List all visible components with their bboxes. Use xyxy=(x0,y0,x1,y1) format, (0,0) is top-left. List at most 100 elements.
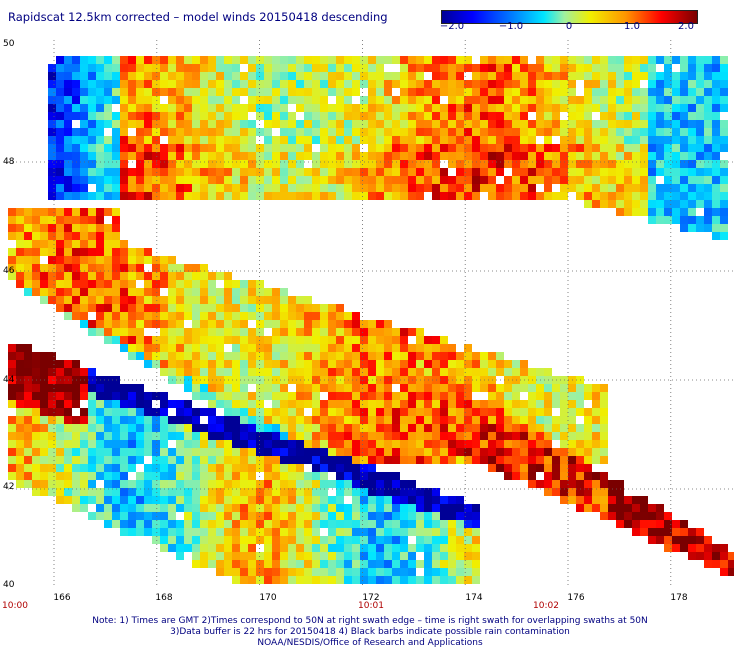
swath-cell xyxy=(424,336,432,344)
swath-cell xyxy=(280,88,288,96)
swath-cell xyxy=(136,448,144,456)
swath-cell xyxy=(632,88,640,96)
swath-cell xyxy=(344,568,352,576)
swath-cell xyxy=(552,56,560,64)
swath-cell xyxy=(400,480,408,488)
swath-cell xyxy=(144,320,152,328)
swath-cell xyxy=(360,368,368,376)
swath-cell xyxy=(352,432,360,440)
swath-cell xyxy=(40,456,48,464)
swath-cell xyxy=(520,384,528,392)
swath-cell xyxy=(376,104,384,112)
swath-cell xyxy=(64,88,72,96)
swath-cell xyxy=(152,336,160,344)
swath-cell xyxy=(472,368,480,376)
swath-cell xyxy=(192,352,200,360)
swath-cell xyxy=(392,488,400,496)
swath-cell xyxy=(248,424,256,432)
swath-cell xyxy=(464,88,472,96)
swath-cell xyxy=(424,360,432,368)
swath-cell xyxy=(416,104,424,112)
swath-cell xyxy=(304,304,312,312)
swath-cell xyxy=(72,288,80,296)
swath-cell xyxy=(72,384,80,392)
swath-cell xyxy=(80,296,88,304)
swath-cell xyxy=(80,256,88,264)
swath-cell xyxy=(8,464,16,472)
swath-cell xyxy=(40,464,48,472)
swath-cell xyxy=(568,472,576,480)
swath-cell xyxy=(432,552,440,560)
swath-cell xyxy=(624,168,632,176)
swath-cell xyxy=(456,112,464,120)
swath-cell xyxy=(288,328,296,336)
swath-cell xyxy=(392,168,400,176)
swath-cell xyxy=(504,440,512,448)
swath-cell xyxy=(248,552,256,560)
swath-cell xyxy=(184,160,192,168)
swath-cell xyxy=(368,472,376,480)
swath-cell xyxy=(8,360,16,368)
swath-cell xyxy=(672,176,680,184)
swath-cell xyxy=(200,272,208,280)
swath-cell xyxy=(184,176,192,184)
swath-cell xyxy=(88,248,96,256)
swath-cell xyxy=(72,368,80,376)
swath-cell xyxy=(152,56,160,64)
swath-cell xyxy=(216,104,224,112)
swath-cell xyxy=(360,392,368,400)
swath-cell xyxy=(224,432,232,440)
swath-cell xyxy=(216,480,224,488)
swath-cell xyxy=(152,264,160,272)
swath-cell xyxy=(592,176,600,184)
swath-cell xyxy=(712,72,720,80)
swath-cell xyxy=(32,424,40,432)
swath-cell xyxy=(144,88,152,96)
swath-cell xyxy=(80,312,88,320)
swath-cell xyxy=(96,320,104,328)
swath-cell xyxy=(224,192,232,200)
swath-cell xyxy=(72,472,80,480)
swath-cell xyxy=(304,528,312,536)
swath-cell xyxy=(56,80,64,88)
swath-cell xyxy=(240,104,248,112)
swath-cell xyxy=(624,160,632,168)
swath-cell xyxy=(440,56,448,64)
swath-cell xyxy=(416,192,424,200)
swath-cell xyxy=(168,336,176,344)
swath-cell xyxy=(56,240,64,248)
swath-cell xyxy=(88,392,96,400)
swath-cell xyxy=(376,344,384,352)
swath-cell xyxy=(120,136,128,144)
swath-cell xyxy=(120,240,128,248)
swath-cell xyxy=(400,384,408,392)
swath-cell xyxy=(312,128,320,136)
swath-cell xyxy=(128,168,136,176)
swath-cell xyxy=(48,136,56,144)
swath-cell xyxy=(440,128,448,136)
swath-cell xyxy=(368,576,376,584)
swath-cell xyxy=(304,192,312,200)
swath-cell xyxy=(296,384,304,392)
swath-cell xyxy=(32,392,40,400)
swath-cell xyxy=(504,176,512,184)
swath-cell xyxy=(608,112,616,120)
swath-cell xyxy=(64,448,72,456)
swath-cell xyxy=(688,104,696,112)
swath-cell xyxy=(88,72,96,80)
swath-cell xyxy=(464,96,472,104)
swath-cell xyxy=(416,352,424,360)
swath-cell xyxy=(16,416,24,424)
swath-cell xyxy=(48,424,56,432)
swath-cell xyxy=(568,104,576,112)
swath-cell xyxy=(552,456,560,464)
swath-cell xyxy=(448,560,456,568)
swath-cell xyxy=(392,568,400,576)
swath-cell xyxy=(640,520,648,528)
swath-cell xyxy=(696,112,704,120)
swath-cell xyxy=(592,168,600,176)
swath-cell xyxy=(216,536,224,544)
swath-cell xyxy=(432,336,440,344)
swath-cell xyxy=(376,80,384,88)
swath-cell xyxy=(456,96,464,104)
